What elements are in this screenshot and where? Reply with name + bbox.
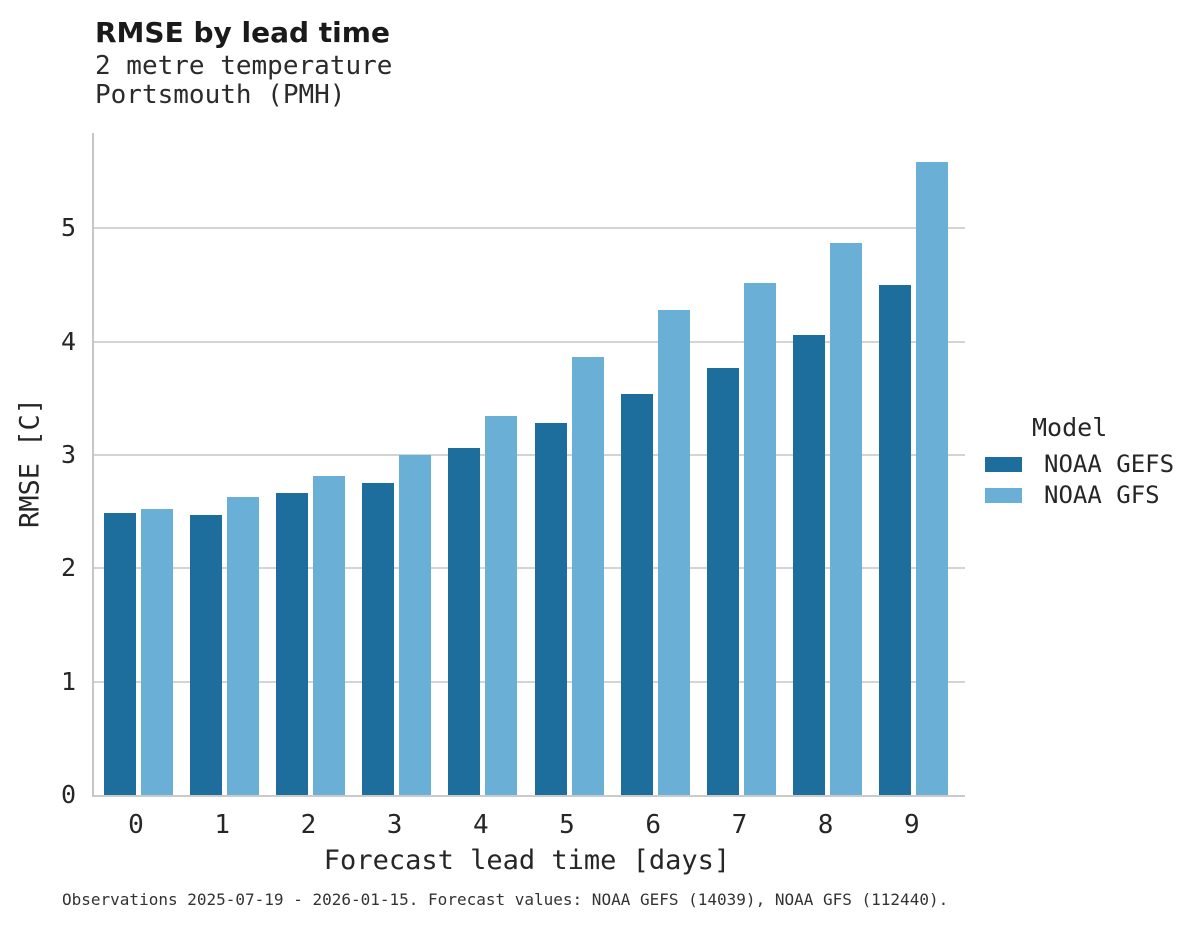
bar-noaa-gefs-day-2 — [275, 493, 308, 795]
x-tick-label-0: 0 — [128, 810, 144, 840]
legend-swatch-noaa-gfs — [985, 487, 1022, 503]
bar-noaa-gfs-day-4 — [485, 416, 518, 795]
plot-area — [92, 133, 965, 797]
chart-title: RMSE by lead time — [95, 16, 390, 49]
y-tick-label-3: 3 — [60, 439, 76, 469]
bar-noaa-gfs-day-6 — [657, 310, 690, 795]
x-tick-label-6: 6 — [645, 810, 662, 840]
x-tick-label-9: 9 — [903, 810, 920, 840]
gridline-2 — [94, 567, 965, 570]
y-tick-label-2: 2 — [60, 553, 76, 583]
bar-noaa-gefs-day-0 — [103, 513, 136, 795]
x-tick-label-8: 8 — [817, 810, 834, 840]
legend-title: Model — [1032, 413, 1108, 442]
x-tick-label-3: 3 — [386, 810, 403, 840]
bar-noaa-gfs-day-2 — [312, 476, 345, 795]
gridline-1 — [94, 680, 965, 683]
bar-noaa-gefs-day-1 — [189, 515, 222, 795]
gridline-3 — [94, 453, 965, 456]
bar-noaa-gefs-day-4 — [448, 448, 481, 795]
bar-noaa-gefs-day-8 — [793, 335, 826, 795]
x-tick-label-7: 7 — [731, 810, 748, 840]
y-tick-label-1: 1 — [60, 666, 76, 696]
y-tick-label-5: 5 — [60, 213, 76, 243]
legend-label-noaa-gefs: NOAA GEFS — [1044, 450, 1175, 478]
legend-entry-noaa-gefs: NOAA GEFS — [985, 450, 1174, 478]
footnote: Observations 2025-07-19 - 2026-01-15. Fo… — [62, 890, 949, 909]
chart-subtitle-variable: 2 metre temperature — [95, 51, 393, 81]
bar-noaa-gefs-day-9 — [879, 285, 912, 795]
bar-noaa-gefs-day-7 — [706, 368, 739, 795]
bar-noaa-gfs-day-0 — [140, 509, 173, 795]
bar-noaa-gefs-day-3 — [362, 483, 395, 795]
bar-noaa-gefs-day-5 — [534, 423, 567, 795]
bar-noaa-gfs-day-1 — [226, 497, 259, 795]
gridline-5 — [94, 227, 965, 230]
bar-noaa-gfs-day-5 — [571, 357, 604, 795]
bar-noaa-gfs-day-3 — [399, 455, 432, 795]
bar-noaa-gfs-day-8 — [830, 243, 863, 795]
gridline-4 — [94, 340, 965, 343]
y-tick-label-0: 0 — [60, 780, 76, 809]
x-tick-label-2: 2 — [300, 810, 317, 840]
chart-subtitle-station: Portsmouth (PMH) — [95, 80, 346, 110]
legend-entry-noaa-gfs: NOAA GFS — [985, 481, 1160, 509]
legend-label-noaa-gfs: NOAA GFS — [1044, 481, 1160, 509]
bar-noaa-gefs-day-6 — [620, 394, 653, 795]
legend-swatch-noaa-gefs — [985, 456, 1022, 472]
bar-noaa-gfs-day-9 — [916, 162, 949, 795]
bar-noaa-gfs-day-7 — [743, 283, 776, 795]
y-tick-label-4: 4 — [60, 326, 76, 356]
x-axis-title: Forecast lead time [days] — [323, 845, 731, 876]
x-tick-label-5: 5 — [559, 810, 575, 840]
x-tick-label-1: 1 — [214, 810, 231, 840]
x-tick-label-4: 4 — [472, 810, 489, 840]
